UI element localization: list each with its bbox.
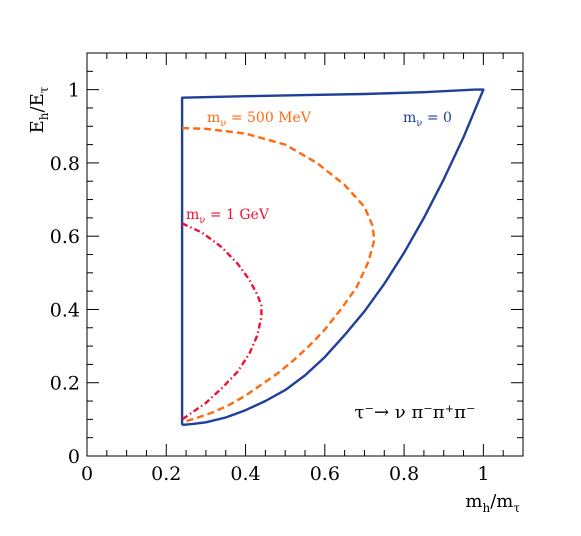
label-m500: mν = 500 MeV bbox=[207, 110, 312, 129]
x-tick-label: 0 bbox=[81, 463, 93, 485]
y-tick-label: 0.6 bbox=[50, 226, 80, 248]
y-tick-label: 0 bbox=[68, 446, 80, 468]
y-axis-label: Eh/Eτ bbox=[27, 86, 51, 133]
series-line-1 bbox=[182, 126, 376, 423]
label-m1gev: mν = 1 GeV bbox=[186, 207, 270, 226]
x-tick-label: 0.6 bbox=[310, 463, 340, 485]
ticks bbox=[86, 52, 524, 457]
series-line-2 bbox=[181, 222, 263, 421]
label-m0: mν = 0 bbox=[403, 110, 452, 129]
series-layer bbox=[180, 88, 485, 427]
x-tick-label: 1 bbox=[477, 463, 489, 485]
y-tick-label: 0.4 bbox=[50, 299, 80, 321]
y-tick-label: 0.2 bbox=[50, 373, 80, 395]
y-tick-label: 1 bbox=[68, 80, 80, 102]
x-tick-label: 0.2 bbox=[151, 463, 181, 485]
series-line-0 bbox=[180, 88, 485, 427]
x-tick-label: 0.4 bbox=[230, 463, 260, 485]
process-label: τ⁻→ ν π⁻π⁺π⁻ bbox=[355, 402, 476, 423]
x-tick-label: 0.8 bbox=[389, 463, 419, 485]
y-tick-label: 0.8 bbox=[50, 153, 80, 175]
x-axis-label: mh/mτ bbox=[465, 491, 520, 515]
tick-labels: 0 0.2 0.4 0.6 0.8 1 0 0.2 0.4 0.6 0.8 1 bbox=[50, 80, 490, 485]
